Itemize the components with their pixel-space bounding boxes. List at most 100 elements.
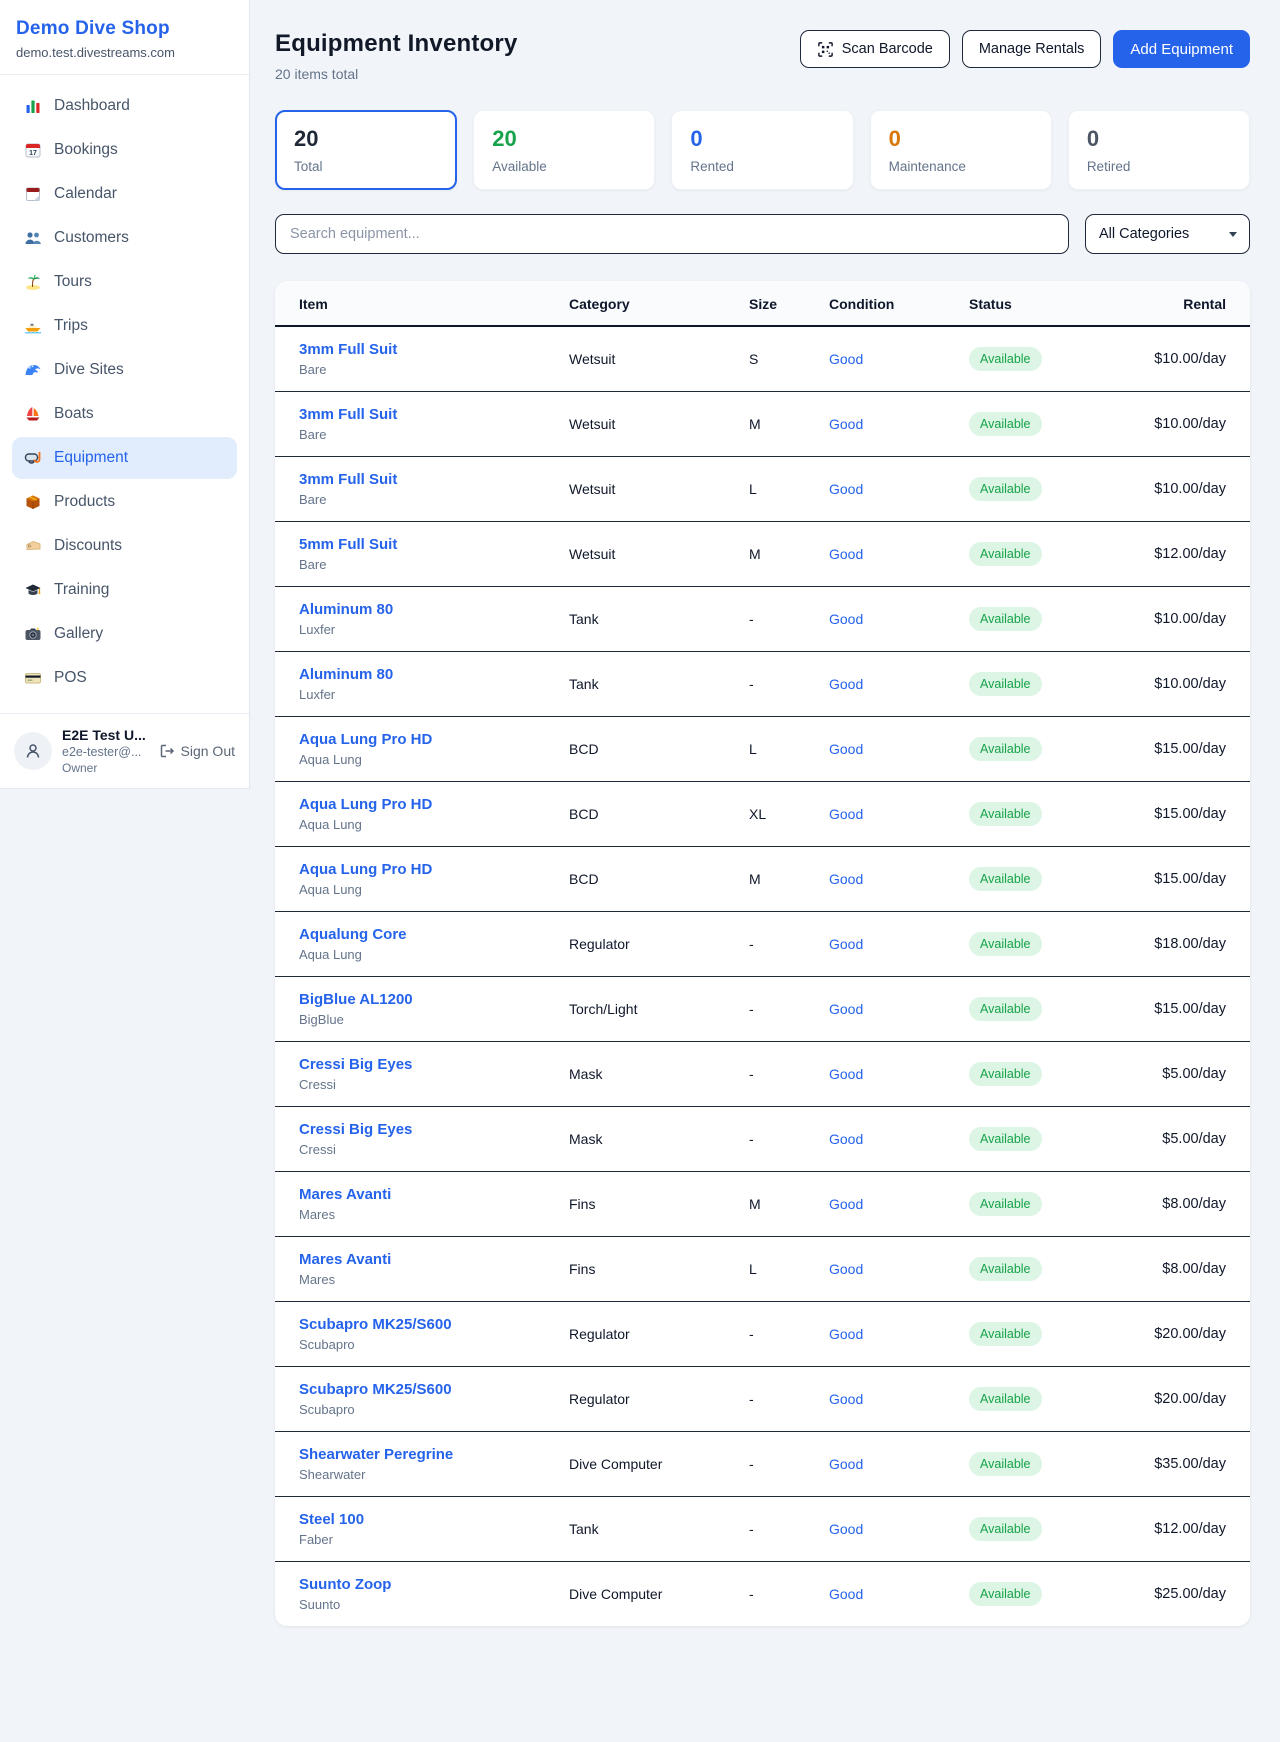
item-rental: $10.00/day [1131, 391, 1250, 457]
sidebar-item-gallery[interactable]: Gallery [12, 613, 237, 655]
condition-link[interactable]: Good [829, 1326, 864, 1342]
item-name-link[interactable]: Shearwater Peregrine [299, 1446, 454, 1463]
item-category: Tank [561, 1496, 741, 1562]
item-rental: $20.00/day [1131, 1366, 1250, 1432]
item-rental: $10.00/day [1131, 651, 1250, 717]
stat-card-retired[interactable]: 0 Retired [1067, 110, 1251, 190]
status-badge: Available [969, 412, 1042, 436]
sidebar-nav: Dashboard 17 Bookings Calendar Customers… [0, 75, 249, 713]
condition-link[interactable]: Good [829, 936, 864, 952]
condition-link[interactable]: Good [829, 806, 864, 822]
sidebar-item-calendar[interactable]: Calendar [12, 173, 237, 215]
stat-card-total[interactable]: 20 Total [275, 110, 458, 190]
customers-icon [24, 229, 42, 247]
add-equipment-button[interactable]: Add Equipment [1113, 30, 1250, 68]
stat-card-available[interactable]: 20 Available [473, 110, 656, 190]
condition-link[interactable]: Good [829, 741, 864, 757]
sidebar-item-label: POS [54, 669, 87, 686]
table-row: Scubapro MK25/S600 Scubapro Regulator - G… [275, 1301, 1250, 1367]
item-name-link[interactable]: Scubapro MK25/S600 [299, 1381, 452, 1398]
sidebar-item-dashboard[interactable]: Dashboard [12, 85, 237, 127]
item-category: Mask [561, 1106, 741, 1172]
condition-link[interactable]: Good [829, 1066, 864, 1082]
sidebar-item-trips[interactable]: Trips [12, 305, 237, 347]
item-brand: Mares [299, 1272, 336, 1287]
item-rental: $12.00/day [1131, 521, 1250, 587]
item-rental: $20.00/day [1131, 1301, 1250, 1367]
sidebar-item-dive-sites[interactable]: Dive Sites [12, 349, 237, 391]
item-name-link[interactable]: Scubapro MK25/S600 [299, 1316, 452, 1333]
condition-link[interactable]: Good [829, 481, 864, 497]
item-name-link[interactable]: Aluminum 80 [299, 666, 394, 683]
condition-link[interactable]: Good [829, 1261, 864, 1277]
condition-link[interactable]: Good [829, 416, 864, 432]
status-badge: Available [969, 932, 1042, 956]
item-brand: BigBlue [299, 1012, 344, 1027]
sidebar-item-training[interactable]: Training [12, 569, 237, 611]
item-brand: Aqua Lung [299, 882, 362, 897]
item-name-link[interactable]: Aluminum 80 [299, 601, 394, 618]
item-category: Regulator [561, 911, 741, 977]
sidebar-item-bookings[interactable]: 17 Bookings [12, 129, 237, 171]
item-name-link[interactable]: Aqua Lung Pro HD [299, 796, 433, 813]
item-name-link[interactable]: BigBlue AL1200 [299, 991, 413, 1008]
condition-link[interactable]: Good [829, 676, 864, 692]
condition-link[interactable]: Good [829, 1391, 864, 1407]
item-size: - [741, 1561, 821, 1626]
item-name-link[interactable]: Mares Avanti [299, 1251, 392, 1268]
table-row: 3mm Full Suit Bare Wetsuit L Good Availab… [275, 456, 1250, 522]
item-name-link[interactable]: Suunto Zoop [299, 1576, 392, 1593]
condition-link[interactable]: Good [829, 871, 864, 887]
stat-card-maintenance[interactable]: 0 Maintenance [869, 110, 1052, 190]
scan-barcode-label: Scan Barcode [841, 41, 933, 57]
condition-link[interactable]: Good [829, 611, 864, 627]
sidebar-item-discounts[interactable]: Discounts [12, 525, 237, 567]
user-name: E2E Test U... [62, 727, 146, 743]
item-name-link[interactable]: Cressi Big Eyes [299, 1121, 413, 1138]
item-name-link[interactable]: Aqualung Core [299, 926, 407, 943]
sidebar-item-customers[interactable]: Customers [12, 217, 237, 259]
item-name-link[interactable]: Steel 100 [299, 1511, 365, 1528]
table-row: Aqua Lung Pro HD Aqua Lung BCD XL Good Av… [275, 781, 1250, 847]
stat-card-rented[interactable]: 0 Rented [671, 110, 854, 190]
wave-icon [24, 361, 42, 379]
condition-link[interactable]: Good [829, 546, 864, 562]
item-size: L [741, 456, 821, 522]
item-category: Mask [561, 1041, 741, 1107]
condition-link[interactable]: Good [829, 1196, 864, 1212]
sidebar-item-boats[interactable]: Boats [12, 393, 237, 435]
sign-out-button[interactable]: Sign Out [159, 743, 235, 759]
user-meta: E2E Test U... e2e-tester@... Owner [62, 727, 149, 775]
search-input[interactable] [275, 214, 1069, 254]
table-row: Cressi Big Eyes Cressi Mask - Good Availa… [275, 1106, 1250, 1172]
item-name-link[interactable]: 5mm Full Suit [299, 536, 398, 553]
item-name-link[interactable]: 3mm Full Suit [299, 471, 398, 488]
status-badge: Available [969, 1192, 1042, 1216]
item-name-link[interactable]: Aqua Lung Pro HD [299, 861, 433, 878]
condition-link[interactable]: Good [829, 351, 864, 367]
item-brand: Shearwater [299, 1467, 366, 1482]
graduation-cap-icon [24, 581, 42, 599]
sidebar-item-tours[interactable]: Tours [12, 261, 237, 303]
sidebar-item-products[interactable]: Products [12, 481, 237, 523]
category-select[interactable]: All Categories [1085, 214, 1250, 254]
item-name-link[interactable]: Cressi Big Eyes [299, 1056, 413, 1073]
sidebar-item-pos[interactable]: POS [12, 657, 237, 699]
item-brand: Aqua Lung [299, 752, 362, 767]
sidebar-item-equipment[interactable]: Equipment [12, 437, 237, 479]
item-name-link[interactable]: Mares Avanti [299, 1186, 392, 1203]
condition-link[interactable]: Good [829, 1001, 864, 1017]
status-badge: Available [969, 672, 1042, 696]
condition-link[interactable]: Good [829, 1456, 864, 1472]
condition-link[interactable]: Good [829, 1586, 864, 1602]
manage-rentals-button[interactable]: Manage Rentals [961, 30, 1102, 68]
status-badge: Available [969, 997, 1042, 1021]
chevron-down-icon [1229, 231, 1237, 237]
sidebar-item-label: Dive Sites [54, 361, 124, 378]
item-name-link[interactable]: 3mm Full Suit [299, 406, 398, 423]
item-name-link[interactable]: Aqua Lung Pro HD [299, 731, 433, 748]
scan-barcode-button[interactable]: Scan Barcode [799, 30, 950, 68]
condition-link[interactable]: Good [829, 1521, 864, 1537]
condition-link[interactable]: Good [829, 1131, 864, 1147]
item-name-link[interactable]: 3mm Full Suit [299, 341, 398, 358]
